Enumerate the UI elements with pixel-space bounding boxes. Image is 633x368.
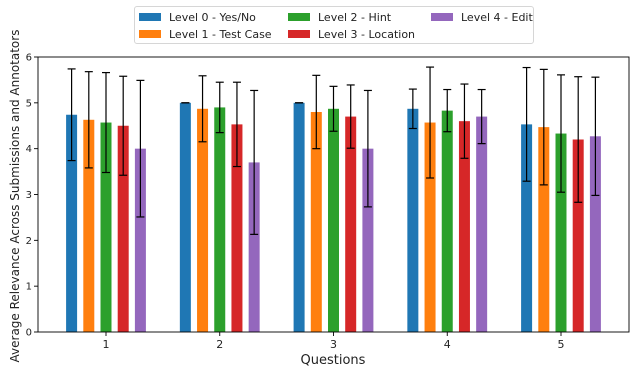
bar-1-q4 (424, 122, 436, 333)
legend-swatch (288, 30, 310, 38)
bar-4-q3 (362, 148, 374, 332)
legend-label: Level 1 - Test Case (169, 27, 272, 41)
bar-3-q3 (345, 116, 357, 332)
axes: 0 1 2 3 4 5 6 1 2 3 4 5 (26, 53, 630, 351)
bar-4-q5 (589, 136, 601, 332)
bar-4-q1 (134, 148, 146, 332)
legend-label: Level 2 - Hint (318, 10, 392, 24)
legend-item-level-0: Level 0 - Yes/No (139, 10, 256, 24)
legend-swatch (288, 13, 310, 21)
bar-3-q2 (231, 124, 243, 332)
legend-swatch (139, 30, 161, 38)
x-tick-label: 3 (330, 338, 337, 351)
bar-2-q2 (214, 107, 226, 333)
bar-0-q2 (179, 102, 191, 332)
bar-1-q2 (197, 108, 209, 333)
bar-1-q1 (83, 119, 95, 333)
x-tick-label: 5 (558, 338, 565, 351)
legend-label: Level 4 - Edit (461, 10, 533, 24)
legend-item-level-2: Level 2 - Hint (288, 10, 391, 24)
y-tick-label: 2 (26, 236, 32, 247)
y-tick-label: 4 (26, 144, 32, 155)
legend-item-level-4: Level 4 - Edit (431, 10, 533, 24)
bar-2-q4 (441, 110, 453, 332)
bar-1-q3 (310, 112, 322, 332)
legend: Level 0 - Yes/No Level 1 - Test Case Lev… (134, 6, 534, 44)
y-tick-label: 1 (26, 282, 32, 293)
y-tick-label: 3 (26, 190, 32, 201)
bar-4-q4 (476, 116, 488, 332)
y-axis-label: Average Relevance Across Submissions and… (8, 30, 22, 363)
legend-swatch (431, 13, 453, 21)
plot-area (66, 66, 601, 333)
bar-0-q5 (521, 124, 533, 332)
legend-label: Level 0 - Yes/No (169, 10, 256, 24)
bar-2-q3 (328, 108, 339, 333)
bar-3-q5 (572, 139, 584, 332)
bar-2-q5 (555, 133, 567, 332)
y-tick-label: 0 (26, 328, 32, 339)
y-tick-label: 5 (26, 98, 32, 109)
bar-4-q2 (248, 162, 260, 332)
bar-0-q3 (293, 102, 305, 332)
x-tick-label: 4 (444, 338, 451, 351)
legend-item-level-1: Level 1 - Test Case (139, 27, 272, 41)
bar-0-q4 (407, 108, 419, 333)
x-tick-label: 2 (216, 338, 223, 351)
bar-2-q1 (100, 122, 112, 333)
legend-label: Level 3 - Location (318, 27, 416, 41)
legend-item-level-3: Level 3 - Location (288, 27, 415, 41)
bar-3-q4 (458, 121, 470, 333)
y-tick-label: 6 (26, 53, 32, 64)
bar-3-q1 (117, 125, 129, 332)
x-tick-label: 1 (103, 338, 110, 351)
bar-0-q1 (66, 114, 78, 332)
x-axis-label: Questions (301, 353, 366, 368)
legend-swatch (139, 13, 161, 21)
bar-1-q5 (538, 127, 550, 332)
